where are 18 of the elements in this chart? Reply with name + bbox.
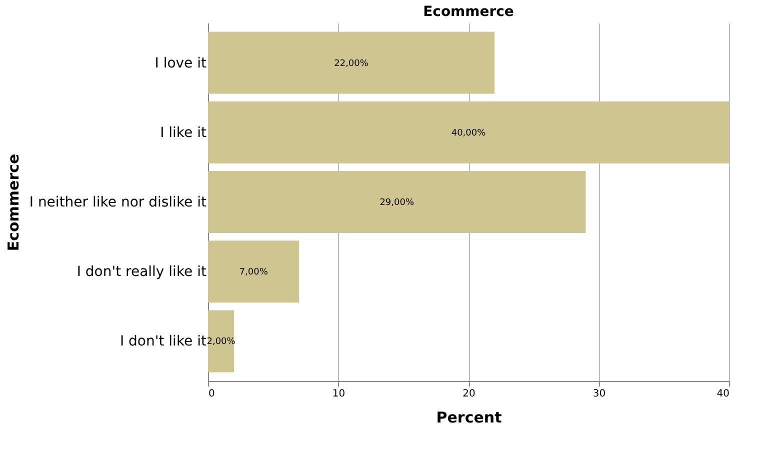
y-tick-label: I don't like it — [120, 334, 207, 350]
x-tick-label: 10 — [332, 388, 346, 400]
x-tick-label: 0 — [208, 388, 215, 400]
chart-title: Ecommerce — [423, 4, 514, 20]
x-axis-title: Percent — [436, 408, 502, 426]
x-tick-label: 20 — [462, 388, 476, 400]
y-tick-label: I like it — [160, 124, 207, 141]
data-label: 22,00% — [334, 58, 369, 69]
y-tick-label: I neither like nor dislike it — [29, 194, 208, 210]
y-tick-label: I don't really like it — [76, 264, 207, 280]
data-label: 2,00% — [206, 337, 236, 348]
data-label: 7,00% — [239, 268, 268, 278]
x-tick-label: 30 — [592, 388, 606, 400]
data-label: 40,00% — [451, 128, 486, 138]
y-tick-label: I love it — [154, 55, 208, 72]
data-label: 29,00% — [380, 198, 414, 208]
y-axis-title: Ecommerce — [4, 154, 22, 252]
x-tick-label: 40 — [716, 388, 730, 400]
